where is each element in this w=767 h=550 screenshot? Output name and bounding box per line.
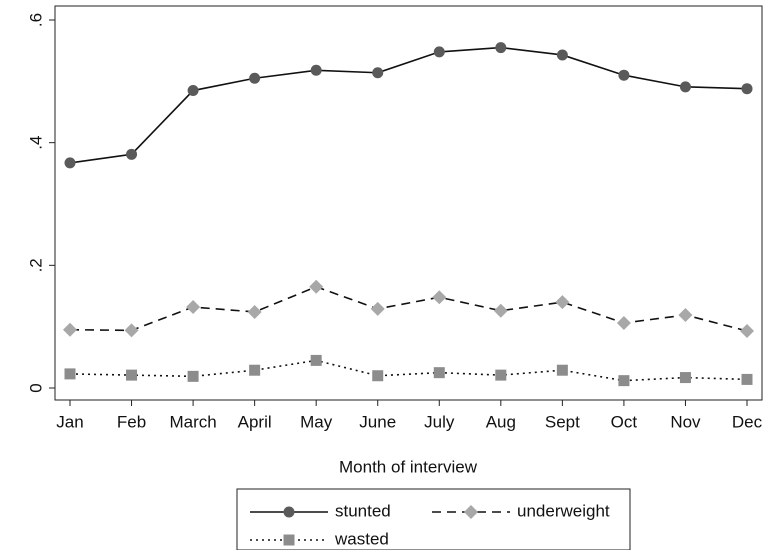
- marker: [464, 505, 478, 519]
- marker: [678, 308, 693, 323]
- marker: [283, 506, 295, 518]
- x-tick-label: Jan: [56, 412, 83, 431]
- marker: [283, 534, 295, 546]
- x-tick-label: Oct: [611, 412, 638, 431]
- y-tick-label: 0: [26, 383, 45, 392]
- marker: [679, 372, 691, 384]
- marker: [63, 322, 77, 337]
- marker: [433, 367, 445, 379]
- marker: [679, 81, 691, 93]
- marker: [310, 354, 322, 366]
- marker: [187, 370, 199, 382]
- x-tick-label: Feb: [117, 412, 146, 431]
- legend-box: [236, 488, 631, 550]
- marker: [124, 323, 139, 338]
- marker: [433, 46, 445, 58]
- marker: [126, 369, 138, 381]
- plot-frame: [54, 5, 763, 401]
- x-tick-label: May: [300, 412, 333, 431]
- legend-label: underweight: [517, 501, 610, 520]
- y-tick-label: .4: [26, 136, 45, 150]
- marker: [64, 368, 76, 380]
- marker: [310, 64, 322, 76]
- x-tick-label: March: [169, 412, 216, 431]
- x-tick-label: Sept: [545, 412, 580, 431]
- marker: [187, 85, 199, 97]
- marker: [186, 300, 201, 315]
- x-tick-label: Dec: [732, 412, 763, 431]
- marker: [309, 279, 324, 294]
- x-tick-label: June: [359, 412, 396, 431]
- marker: [249, 72, 261, 84]
- marker: [555, 295, 570, 310]
- marker: [249, 364, 261, 376]
- marker: [741, 373, 753, 385]
- x-tick-label: Nov: [670, 412, 701, 431]
- marker: [556, 364, 568, 376]
- legend-label: stunted: [335, 501, 391, 520]
- marker: [556, 49, 568, 61]
- marker: [493, 303, 508, 318]
- legend-label: wasted: [334, 529, 389, 548]
- marker: [618, 375, 630, 387]
- x-tick-label: July: [424, 412, 455, 431]
- marker: [618, 69, 630, 81]
- marker: [495, 369, 507, 381]
- y-tick-label: .2: [26, 258, 45, 272]
- series-line: [69, 46, 748, 164]
- x-tick-label: April: [238, 412, 272, 431]
- marker: [495, 42, 507, 54]
- marker: [741, 83, 753, 95]
- marker: [64, 157, 76, 169]
- marker: [616, 315, 631, 330]
- marker: [126, 148, 138, 160]
- marker: [370, 301, 385, 316]
- marker: [432, 290, 447, 305]
- marker: [372, 67, 384, 79]
- marker: [740, 323, 754, 338]
- marker: [372, 370, 384, 382]
- y-tick-label: .6: [26, 13, 45, 27]
- marker: [247, 304, 262, 319]
- x-axis-title: Month of interview: [339, 457, 478, 476]
- series-line: [69, 359, 748, 382]
- series-line: [69, 285, 748, 332]
- x-tick-label: Aug: [486, 412, 516, 431]
